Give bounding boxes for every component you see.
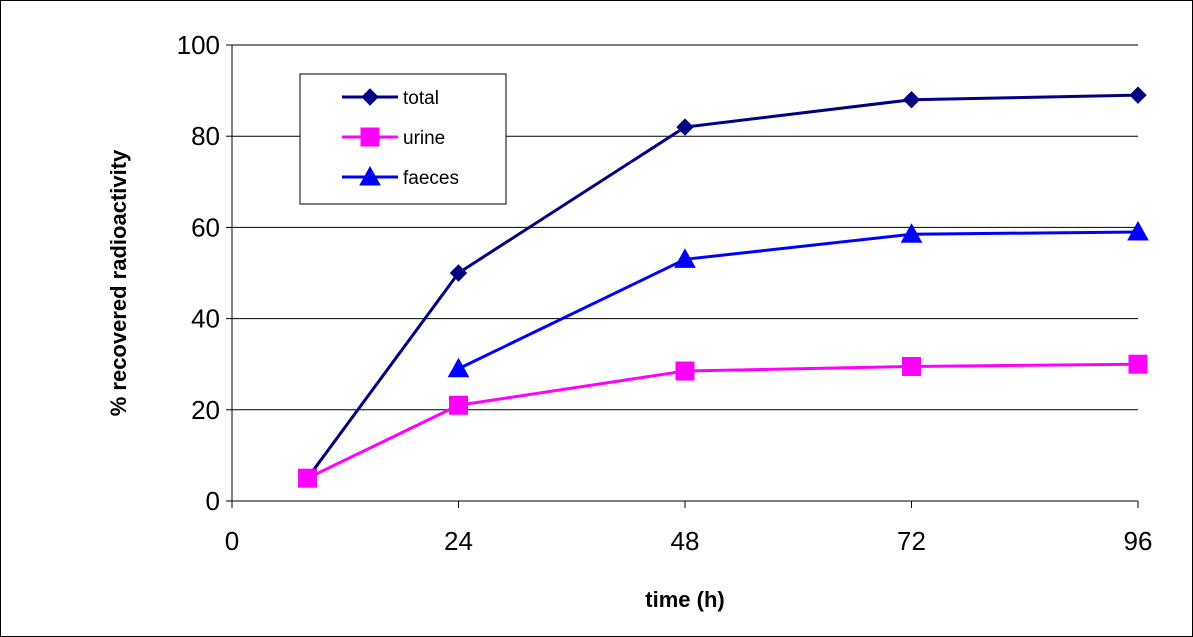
series-layer — [298, 86, 1149, 488]
series-line-faeces — [457, 230, 1139, 371]
y-tick-label-60: 60 — [191, 212, 220, 242]
x-tick-label-96: 96 — [1124, 526, 1153, 556]
y-tick-label-100: 100 — [177, 30, 220, 60]
y-tick-label-20: 20 — [191, 395, 220, 425]
legend-item-total: total — [342, 88, 439, 109]
legend-marker-faeces — [359, 165, 381, 186]
legend-label-urine: urine — [403, 128, 445, 149]
x-tick-labels: 0 24 48 72 96 — [225, 501, 1153, 556]
data-point-total-96 — [1129, 86, 1147, 104]
y-tick-labels: 0 20 40 60 80 100 — [177, 30, 232, 516]
y-tick-label-40: 40 — [191, 304, 220, 334]
data-point-faeces-72 — [900, 223, 923, 243]
series-urine — [298, 354, 1148, 488]
data-point-faeces-24 — [447, 357, 470, 378]
x-axis-title: time (h) — [645, 587, 724, 612]
data-point-urine-72 — [902, 356, 921, 376]
legend-marker-urine — [360, 127, 380, 147]
data-point-total-48 — [676, 118, 694, 136]
legend-item-urine: urine — [342, 127, 445, 149]
y-axis-title: % recovered radioactivity — [106, 149, 131, 416]
legend-label-total: total — [403, 88, 439, 109]
data-point-faeces-48 — [674, 248, 696, 268]
legend-label-faeces: faeces — [403, 168, 459, 189]
legend-item-faeces: faeces — [342, 165, 459, 189]
legend-box — [299, 73, 507, 205]
data-point-urine-8 — [298, 468, 317, 488]
legend-marker-total — [361, 88, 379, 106]
legend: total urine faeces — [299, 73, 507, 205]
data-point-faeces-96 — [1127, 220, 1149, 241]
data-point-total-72 — [902, 91, 921, 109]
data-point-urine-96 — [1128, 354, 1148, 374]
gridlines — [232, 44, 1138, 411]
x-tick-label-48: 48 — [671, 526, 700, 556]
x-tick-label-72: 72 — [897, 526, 926, 556]
data-point-total-24 — [449, 264, 468, 282]
series-line-urine — [306, 362, 1139, 480]
y-tick-label-80: 80 — [191, 121, 220, 151]
x-tick-label-0: 0 — [225, 526, 239, 556]
x-tick-label-24: 24 — [444, 526, 473, 556]
series-faeces — [447, 220, 1149, 378]
data-point-urine-48 — [675, 361, 695, 381]
y-tick-label-0: 0 — [206, 486, 220, 516]
data-point-urine-24 — [449, 395, 468, 415]
